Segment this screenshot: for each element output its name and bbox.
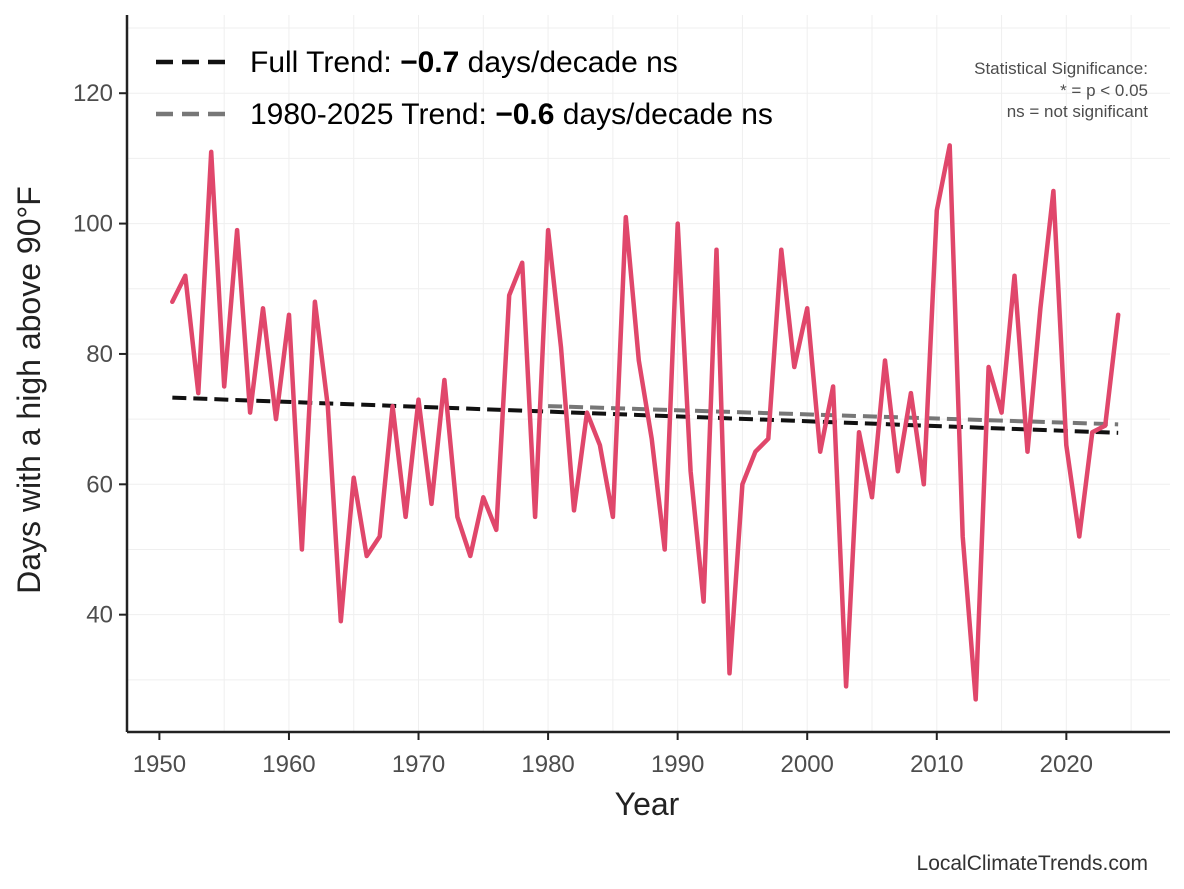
legend: Full Trend: −0.7 days/decade ns 1980-202… <box>156 46 773 131</box>
significance-note: Statistical Significance: * = p < 0.05 n… <box>974 59 1148 121</box>
y-axis-title: Days with a high above 90°F <box>11 186 47 594</box>
y-tick-label: 40 <box>86 602 113 629</box>
series <box>170 143 1121 702</box>
significance-note-title: Statistical Significance: <box>974 59 1148 78</box>
y-tick-label: 80 <box>86 341 113 368</box>
y-tick-label: 120 <box>73 80 113 107</box>
legend-label-full-trend: Full Trend: −0.7 days/decade ns <box>250 46 678 79</box>
series-line-days-above-90 <box>170 143 1121 702</box>
x-axis-ticks: 1950 1960 1970 1980 1990 2000 2010 2020 <box>133 732 1093 778</box>
x-tick-label: 1950 <box>133 751 186 778</box>
x-tick-label: 2010 <box>910 751 963 778</box>
source-credit: LocalClimateTrends.com <box>917 852 1148 875</box>
significance-note-line-2: ns = not significant <box>1007 102 1149 121</box>
x-axis-title: Year <box>615 786 680 822</box>
x-tick-label: 1970 <box>392 751 445 778</box>
x-tick-label: 1960 <box>262 751 315 778</box>
legend-label-1980-trend: 1980-2025 Trend: −0.6 days/decade ns <box>250 98 773 131</box>
significance-note-line-1: * = p < 0.05 <box>1060 81 1148 100</box>
y-tick-label: 60 <box>86 471 113 498</box>
y-axis-ticks: 40 60 80 100 120 <box>73 80 127 629</box>
x-tick-label: 2020 <box>1040 751 1093 778</box>
x-tick-label: 2000 <box>781 751 834 778</box>
x-tick-label: 1980 <box>521 751 574 778</box>
x-tick-label: 1990 <box>651 751 704 778</box>
y-tick-label: 100 <box>73 211 113 238</box>
grid <box>127 15 1170 732</box>
